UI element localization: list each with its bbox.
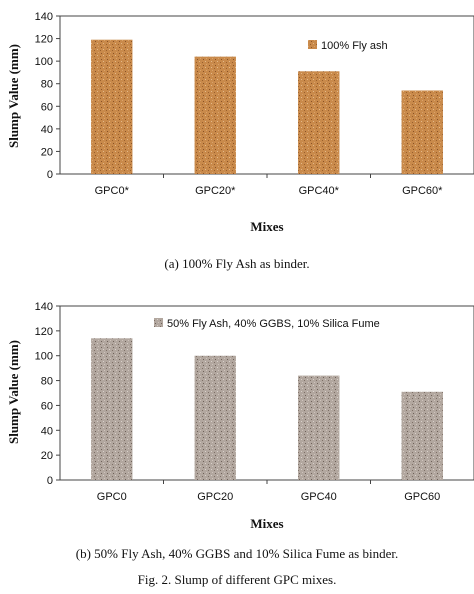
chart-b-x-axis: GPC0 GPC20 GPC40 GPC60 [97, 480, 440, 503]
chart-a-bars [91, 39, 443, 175]
chart-b-caption: (b) 50% Fly Ash, 40% GGBS and 10% Silica… [75, 546, 399, 561]
bar-gpc0 [91, 338, 133, 480]
bar-gpc0 [91, 39, 133, 175]
x-tick-label: GPC20* [195, 185, 236, 197]
chart-b-y-axis: 0 20 40 60 80 100 120 140 [35, 301, 60, 487]
x-tick-label: GPC60* [402, 185, 443, 197]
chart-a-legend-label: 100% Fly ash [321, 40, 388, 52]
y-tick-label: 20 [41, 450, 53, 462]
chart-a-ylabel: Slump Value (mm) [6, 44, 21, 148]
figure-caption: Fig. 2. Slump of different GPC mixes. [137, 572, 337, 587]
x-tick-label: GPC40* [299, 185, 340, 197]
bar-gpc60 [401, 90, 443, 174]
x-tick-label: GPC0* [95, 185, 130, 197]
chart-b-legend: 50% Fly Ash, 40% GGBS, 10% Silica Fume [154, 318, 380, 330]
chart-a-x-axis: GPC0* GPC20* GPC40* GPC60* [95, 174, 443, 197]
chart-a-legend: 100% Fly ash [308, 40, 388, 52]
y-tick-label: 100 [35, 56, 53, 68]
y-tick-label: 40 [41, 425, 53, 437]
bar-gpc20 [194, 56, 236, 174]
x-tick-label: GPC0 [97, 491, 127, 503]
bar-gpc20 [194, 355, 236, 480]
chart-a-xlabel: Mixes [250, 219, 283, 234]
bar-gpc40 [298, 71, 340, 174]
bar-gpc60 [401, 391, 443, 480]
y-tick-label: 60 [41, 400, 53, 412]
chart-a-caption: (a) 100% Fly Ash as binder. [164, 256, 310, 271]
y-tick-label: 0 [47, 475, 53, 487]
chart-a-legend-swatch [308, 40, 317, 49]
chart-b-ylabel: Slump Value (mm) [6, 340, 21, 444]
chart-a: Slump Value (mm) 0 20 40 60 80 100 120 140 GPC0… [6, 11, 474, 234]
y-tick-label: 100 [35, 351, 53, 363]
chart-b-legend-label: 50% Fly Ash, 40% GGBS, 10% Silica Fume [167, 318, 380, 330]
y-tick-label: 80 [41, 79, 53, 91]
bar-gpc40 [298, 375, 340, 480]
x-tick-label: GPC40 [301, 491, 337, 503]
x-tick-label: GPC20 [197, 491, 233, 503]
y-tick-label: 40 [41, 124, 53, 136]
y-tick-label: 80 [41, 376, 53, 388]
chart-b-legend-swatch [154, 318, 163, 327]
y-tick-label: 140 [35, 301, 53, 313]
chart-b: Slump Value (mm) 0 20 40 60 80 100 120 140 GPC0… [6, 301, 474, 531]
chart-a-y-axis: 0 20 40 60 80 100 120 140 [35, 11, 60, 181]
y-tick-label: 120 [35, 34, 53, 46]
chart-b-bars [91, 338, 443, 480]
y-tick-label: 20 [41, 146, 53, 158]
y-tick-label: 0 [47, 169, 53, 181]
y-tick-label: 120 [35, 326, 53, 338]
y-tick-label: 140 [35, 11, 53, 23]
chart-b-xlabel: Mixes [250, 516, 283, 531]
y-tick-label: 60 [41, 101, 53, 113]
x-tick-label: GPC60 [404, 491, 440, 503]
